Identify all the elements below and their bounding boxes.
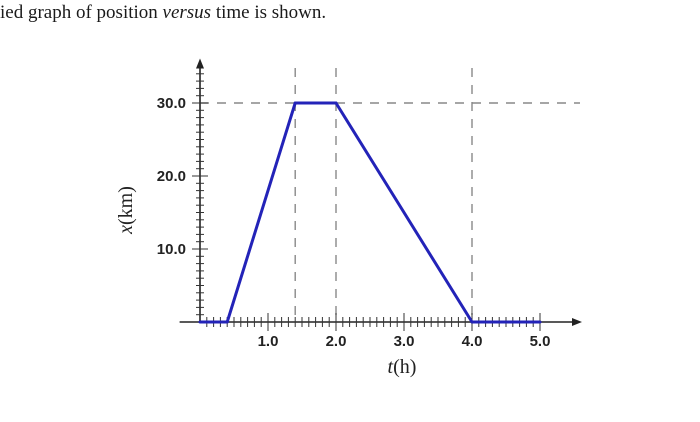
series-point: [538, 320, 542, 324]
x-axis-arrow: [572, 318, 582, 326]
series-line-0: [200, 101, 540, 324]
x-axis-label-variable: t: [388, 356, 394, 378]
minor-ticks: [192, 73, 541, 331]
series-point: [470, 320, 474, 324]
tick-labels: 1.0 2.0 3.0 4.0 5.0 10.0 20.0 30.0: [157, 95, 551, 350]
x-tick-label: 3.0: [394, 333, 415, 350]
y-axis-label-variable: x: [115, 225, 137, 235]
series-point: [334, 101, 338, 105]
caption-text-after: time is shown.: [211, 2, 327, 23]
series-point: [225, 320, 229, 324]
caption: ied graph of position versus time is sho…: [0, 2, 326, 24]
caption-emphasis: versus: [162, 2, 212, 23]
series: [198, 101, 542, 324]
y-tick-label: 20.0: [157, 168, 186, 185]
x-tick-label: 5.0: [530, 333, 551, 350]
y-tick-label: 30.0: [157, 95, 186, 112]
x-tick-label: 2.0: [326, 333, 347, 350]
y-axis-label: x(km): [115, 186, 137, 235]
reference-lines: [200, 68, 580, 322]
y-axis-arrow: [196, 58, 204, 69]
y-axis-label-unit: (km): [115, 186, 137, 225]
x-axis-label-unit: (h): [393, 356, 416, 378]
series-point: [198, 320, 202, 324]
caption-text-before: ied graph of position: [0, 2, 163, 23]
x-axis-label: t(h): [388, 356, 417, 378]
x-tick-label: 1.0: [258, 333, 279, 350]
axis-labels: t(h) x(km): [115, 186, 416, 378]
y-tick-label: 10.0: [157, 241, 186, 258]
x-tick-label: 4.0: [462, 333, 483, 350]
series-point: [293, 101, 297, 105]
